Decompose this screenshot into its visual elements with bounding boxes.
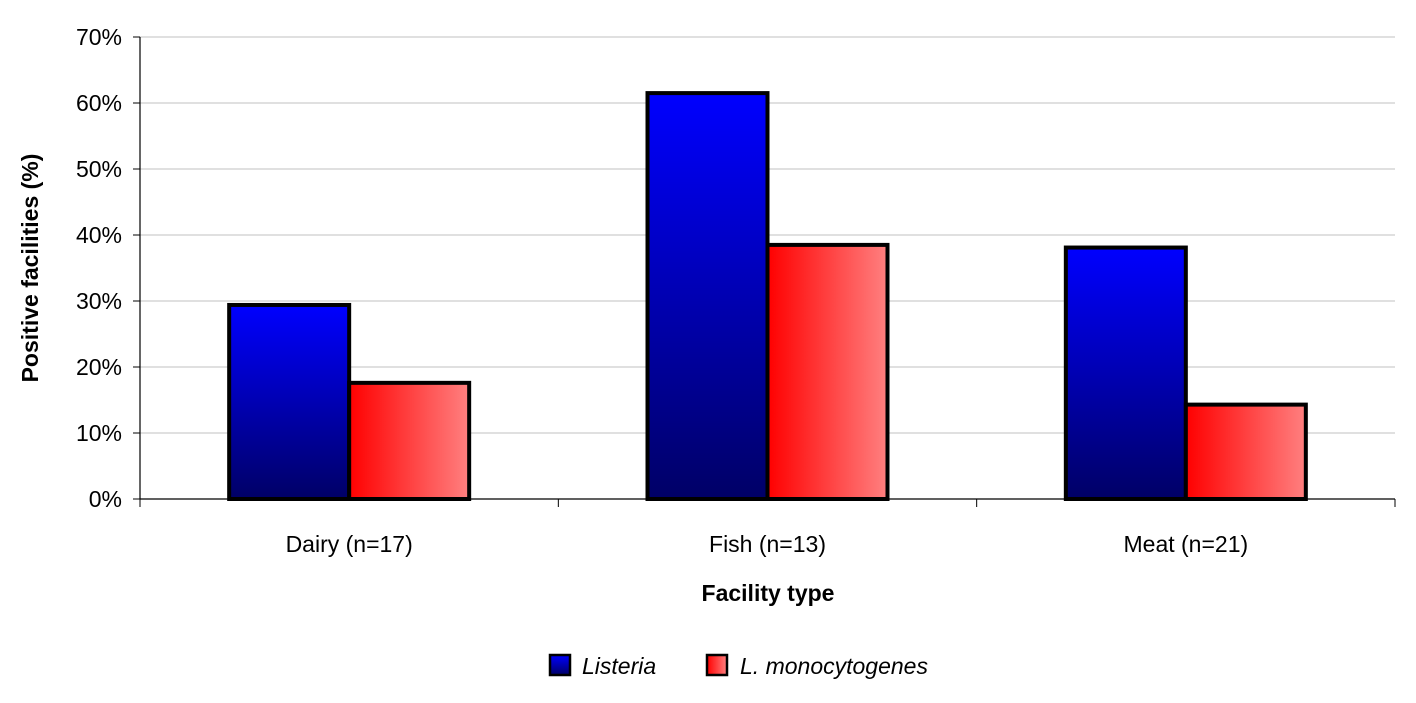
legend: Listeria L. monocytogenes	[548, 653, 928, 679]
bar-l-monocytogenes	[1183, 402, 1308, 501]
y-tick-label: 10%	[76, 420, 122, 446]
y-tick-labels: 0% 10% 20% 30% 40% 50% 60% 70%	[76, 24, 122, 512]
y-tick-label: 0%	[89, 486, 122, 512]
axes	[139, 37, 1396, 507]
x-category-label: Dairy (n=17)	[286, 531, 413, 557]
y-tick-label: 30%	[76, 288, 122, 314]
legend-label: Listeria	[582, 653, 656, 679]
bar-l-monocytogenes	[347, 380, 472, 501]
bar-listeria	[1063, 245, 1188, 501]
bar-listeria	[227, 302, 352, 501]
legend-label: L. monocytogenes	[740, 653, 928, 679]
y-axis-title: Positive facilities (%)	[17, 154, 43, 383]
y-tick-label: 60%	[76, 90, 122, 116]
bar-listeria	[645, 91, 770, 501]
bars	[227, 91, 1308, 501]
y-tick-label: 20%	[76, 354, 122, 380]
legend-swatch	[548, 653, 572, 677]
bar-l-monocytogenes	[765, 242, 890, 501]
x-axis-title: Facility type	[702, 580, 835, 606]
x-category-label: Fish (n=13)	[709, 531, 826, 557]
y-tick-label: 70%	[76, 24, 122, 50]
x-category-labels: Dairy (n=17) Fish (n=13) Meat (n=21)	[286, 531, 1249, 557]
legend-swatch	[705, 653, 729, 677]
x-category-label: Meat (n=21)	[1124, 531, 1249, 557]
y-tick-label: 50%	[76, 156, 122, 182]
y-tick-label: 40%	[76, 222, 122, 248]
